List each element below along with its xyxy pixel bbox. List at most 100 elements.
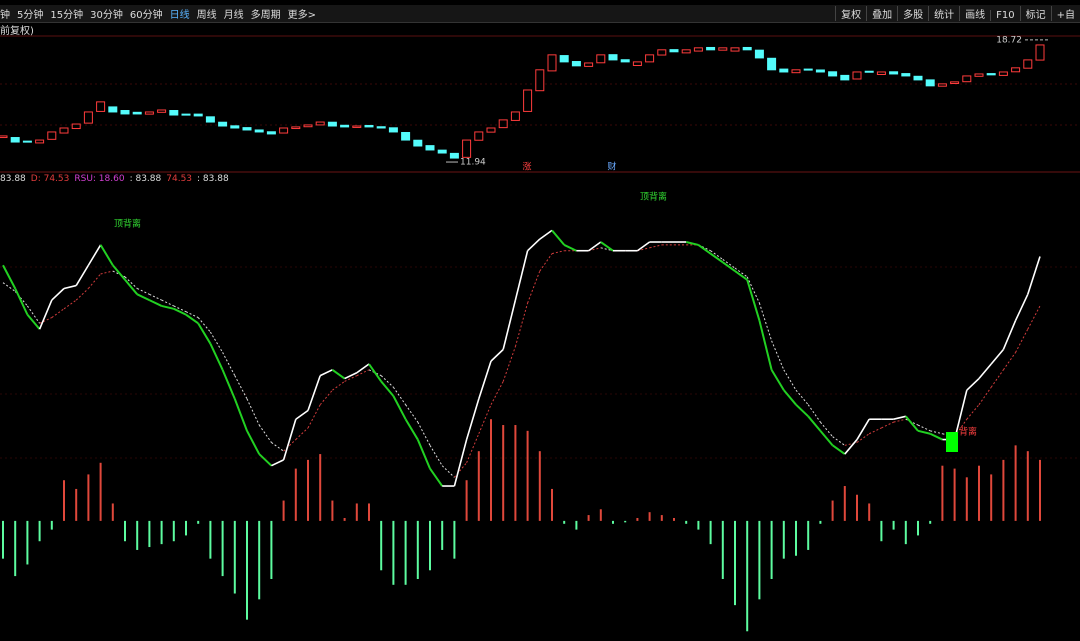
histogram-bar [709,520,712,545]
histogram-bar [294,468,297,521]
d-line-segment [807,404,821,423]
candle [693,47,703,52]
k-line-segment [185,313,199,325]
k-line-segment [136,293,150,302]
candle [449,152,459,159]
legend-item: : 83.88 [197,174,229,184]
candle [864,70,874,73]
candle [193,113,203,117]
d-line-segment [63,299,77,310]
tool-button[interactable]: +自 [1050,6,1080,21]
candle [71,123,81,130]
k-line-segment [295,409,309,420]
k-line-segment [258,453,273,467]
period-tab[interactable]: 多周期 [250,10,281,21]
tool-button[interactable]: 画线 [959,6,990,21]
d-line-segment [258,424,272,443]
period-tab[interactable]: 日线 [169,10,190,21]
candle [669,49,679,53]
k-line-segment [953,389,968,440]
k-line-segment [990,348,1005,365]
tool-button[interactable]: 标记 [1019,6,1051,21]
d-line-segment [881,421,894,429]
tool-button[interactable]: 叠加 [866,6,897,21]
period-tab[interactable]: 更多> [287,10,316,21]
d-line-segment [1015,328,1029,353]
k-line-segment [1002,320,1017,350]
period-tab[interactable]: 月线 [223,10,244,21]
k-line-segment [514,250,529,301]
d-line-segment [868,427,882,435]
candle [59,127,69,134]
candle [754,49,764,59]
candle [815,69,825,73]
candle [706,46,716,51]
k-line-segment [722,261,736,272]
candle [291,126,301,130]
candle [462,139,472,158]
tool-buttons: 复权 叠加 多股 统计 画线 F10 标记 +自 [835,6,1080,21]
d-line-segment [51,308,65,318]
candle [767,57,777,71]
histogram-bar [673,517,675,521]
k-line-segment [404,418,419,441]
candle [730,47,740,52]
histogram-bar [209,520,212,559]
histogram-bar [2,520,4,559]
k-line-segment [99,244,114,266]
histogram-bar [685,520,688,524]
d-line-segment [502,346,516,382]
candle [596,54,606,64]
k-line-segment [770,369,785,391]
tool-button[interactable]: 统计 [928,6,959,21]
k-line-segment [38,299,53,330]
candle [364,124,374,128]
histogram-bar [929,520,932,524]
histogram-bar [746,520,749,632]
period-tab[interactable]: 60分钟 [129,10,163,21]
candle [523,89,533,112]
k-line-segment [51,287,65,301]
period-tab[interactable]: 周线 [196,10,217,21]
histogram-bar [1026,451,1029,521]
d-line-segment [478,404,492,434]
high-label: 18.72 [996,35,1022,45]
histogram-bar [807,520,810,550]
d-line-segment [222,352,236,376]
histogram-bar [624,520,627,523]
d-line-segment [466,433,480,463]
candle [22,140,32,143]
candle [986,73,996,76]
candle [620,59,630,63]
candle [437,149,447,154]
period-tab[interactable]: 5分钟 [17,10,44,21]
histogram-bar [111,503,114,521]
candle [47,131,57,140]
histogram-bar [514,425,517,521]
candle [913,75,923,81]
k-line-segment [783,389,797,406]
k-line-segment [746,279,761,321]
divergence-label: 顶背离 [114,218,141,230]
period-tab[interactable]: 15分钟 [50,10,84,21]
histogram-bar [917,520,919,536]
tool-button[interactable]: 多股 [897,6,928,21]
histogram-bar [795,520,797,556]
candle [779,68,789,73]
histogram-bar [612,520,614,524]
k-line-segment [148,299,163,307]
histogram-bar [38,520,41,542]
histogram-bar [551,488,553,521]
histogram-bar [880,520,883,542]
candle [388,127,398,133]
candle [96,101,106,112]
k-line-segment [246,430,261,455]
period-tab[interactable]: 钟 [0,10,10,21]
candle [840,74,850,81]
period-tab[interactable]: 30分钟 [90,10,123,21]
k-line-segment [636,241,651,252]
tool-button[interactable]: F10 [990,10,1019,21]
k-line-segment [2,264,17,289]
d-line-segment [539,253,553,272]
tool-button[interactable]: 复权 [835,6,866,21]
